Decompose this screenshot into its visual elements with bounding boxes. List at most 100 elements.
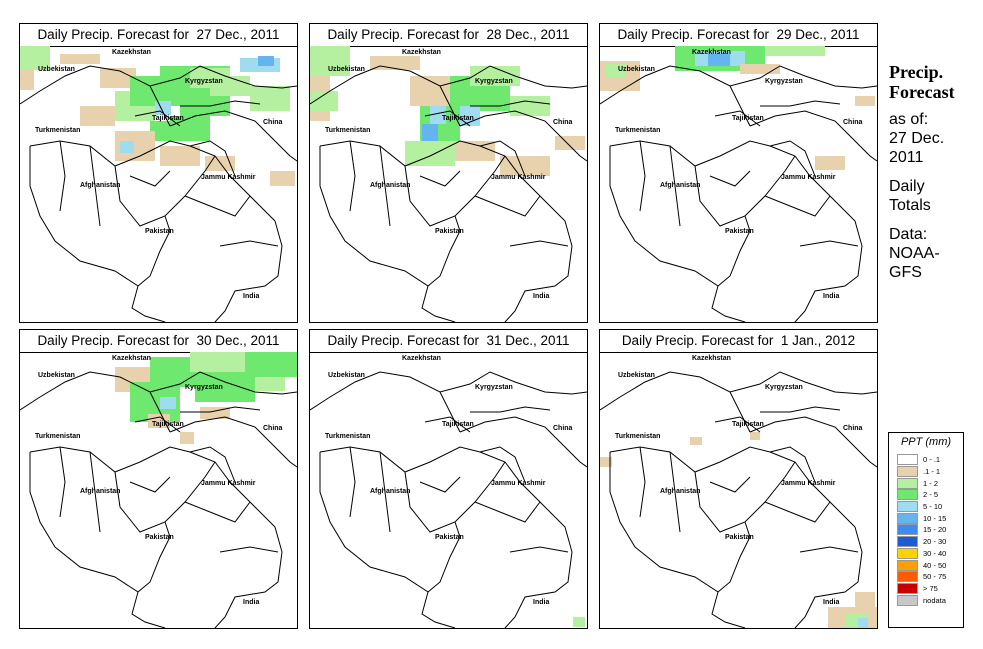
data-line1: Data:: [889, 226, 928, 243]
precip-cell: [160, 397, 176, 409]
label-kyrgyzstan: Kyrgyzstan: [475, 78, 513, 85]
label-india: India: [243, 599, 259, 606]
precip-map: Kazekhstan Uzbekistan Kyrgyzstan Tajikis…: [600, 355, 877, 628]
label-uzbekistan: Uzbekistan: [328, 66, 365, 73]
forecast-panel-dec29: Daily Precip. Forecast for 29 Dec., 2011: [599, 23, 878, 323]
label-china: China: [263, 119, 283, 126]
precip-map: Kazekhstan Uzbekistan Kyrgyzstan Tajikis…: [600, 46, 877, 322]
legend-label: 40 - 50: [923, 560, 947, 570]
label-india: India: [533, 293, 549, 300]
label-china: China: [843, 119, 863, 126]
label-kyrgyzstan: Kyrgyzstan: [475, 384, 513, 391]
label-pakistan: Pakistan: [145, 534, 174, 541]
legend-item: 0 - .1: [889, 454, 963, 466]
legend-swatch: [897, 571, 918, 583]
label-india: India: [823, 599, 839, 606]
forecast-panel-dec28: Daily Precip. Forecast for 28 Dec., 2011: [309, 23, 588, 323]
data-line2: NOAA-: [889, 245, 940, 262]
precip-cell: [310, 91, 338, 111]
precip-cell: [765, 46, 825, 56]
precip-cell: [258, 56, 274, 66]
legend-label: 1 - 2: [923, 478, 939, 488]
precip-cell: [150, 121, 180, 141]
precip-cell: [120, 141, 134, 153]
precip-cell: [708, 54, 730, 66]
precip-overlay: [115, 352, 297, 444]
label-afghanistan: Afghanistan: [370, 182, 410, 189]
legend-item: 2 - 5: [889, 489, 963, 501]
precip-overlay: [600, 432, 877, 628]
precip-cell: [460, 106, 480, 126]
label-turkmenistan: Turkmenistan: [35, 433, 80, 440]
legend-item: .1 - 1: [889, 466, 963, 478]
precip-overlay: [600, 46, 875, 170]
borders: [20, 371, 297, 628]
label-turkmenistan: Turkmenistan: [325, 127, 370, 134]
forecast-panel-dec27: Daily Precip. Forecast for 27 Dec., 2011: [19, 23, 298, 323]
legend-label: 20 - 30: [923, 537, 947, 547]
label-india: India: [823, 293, 839, 300]
precip-overlay: [573, 617, 585, 627]
precip-cell: [370, 56, 420, 70]
label-tajikistan: Tajikistan: [442, 115, 474, 122]
panel-title: Daily Precip. Forecast for 27 Dec., 2011: [20, 24, 297, 47]
legend-item: > 75: [889, 582, 963, 595]
legend-swatch: [897, 501, 918, 513]
legend-item: 15 - 20: [889, 524, 963, 536]
precip-cell: [690, 437, 702, 445]
precip-cell: [740, 64, 780, 74]
borders: [310, 371, 587, 628]
legend-item: 1 - 2: [889, 477, 963, 489]
forecast-panel-dec31: Daily Precip. Forecast for 31 Dec., 2011…: [309, 329, 588, 629]
label-kazakhstan: Kazekhstan: [112, 49, 151, 56]
sidebar-info: Precip. Forecast as of: 27 Dec. 2011 Dai…: [889, 62, 981, 282]
precip-cell: [250, 86, 290, 111]
label-pakistan: Pakistan: [725, 534, 754, 541]
label-pakistan: Pakistan: [725, 228, 754, 235]
label-kyrgyzstan: Kyrgyzstan: [185, 78, 223, 85]
precip-cell: [255, 377, 285, 391]
legend-swatch: [897, 524, 918, 536]
label-jammu-kashmir: Jammu Kashmir: [781, 480, 836, 487]
label-uzbekistan: Uzbekistan: [38, 66, 75, 73]
legend-item: 20 - 30: [889, 536, 963, 548]
panel-title: Daily Precip. Forecast for 31 Dec., 2011: [310, 330, 587, 353]
data-line3: GFS: [889, 264, 922, 281]
panel-title: Daily Precip. Forecast for 28 Dec., 2011: [310, 24, 587, 47]
precip-overlay: [20, 46, 295, 186]
precip-cell: [270, 171, 295, 186]
label-india: India: [243, 293, 259, 300]
label-uzbekistan: Uzbekistan: [618, 66, 655, 73]
legend-item: 5 - 10: [889, 501, 963, 513]
label-tajikistan: Tajikistan: [732, 115, 764, 122]
precip-cell: [60, 54, 100, 64]
label-jammu-kashmir: Jammu Kashmir: [201, 174, 256, 181]
precip-cell: [20, 70, 34, 90]
legend-swatch: [897, 594, 918, 606]
precip-cell: [80, 106, 115, 126]
label-tajikistan: Tajikistan: [442, 421, 474, 428]
legend-swatch: [897, 477, 918, 489]
label-kazakhstan: Kazekhstan: [692, 355, 731, 362]
totals-line1: Daily: [889, 178, 925, 195]
label-turkmenistan: Turkmenistan: [325, 433, 370, 440]
label-kyrgyzstan: Kyrgyzstan: [765, 384, 803, 391]
label-kazakhstan: Kazekhstan: [402, 49, 441, 56]
panel-title: Daily Precip. Forecast for 29 Dec., 2011: [600, 24, 877, 47]
legend-title: PPT (mm): [900, 436, 952, 448]
legend-label: 30 - 40: [923, 548, 947, 558]
forecast-panel-dec30: Daily Precip. Forecast for 30 Dec., 2011: [19, 329, 298, 629]
precip-cell: [310, 46, 350, 76]
label-uzbekistan: Uzbekistan: [328, 372, 365, 379]
label-pakistan: Pakistan: [435, 534, 464, 541]
legend-label: 2 - 5: [923, 490, 939, 500]
label-china: China: [263, 425, 283, 432]
label-turkmenistan: Turkmenistan: [35, 127, 80, 134]
legend-item: 40 - 50: [889, 559, 963, 571]
borders: [20, 65, 297, 322]
legend-swatch: [897, 489, 918, 501]
borders: [600, 65, 877, 322]
precip-cell: [455, 141, 495, 161]
label-kazakhstan: Kazekhstan: [402, 355, 441, 362]
